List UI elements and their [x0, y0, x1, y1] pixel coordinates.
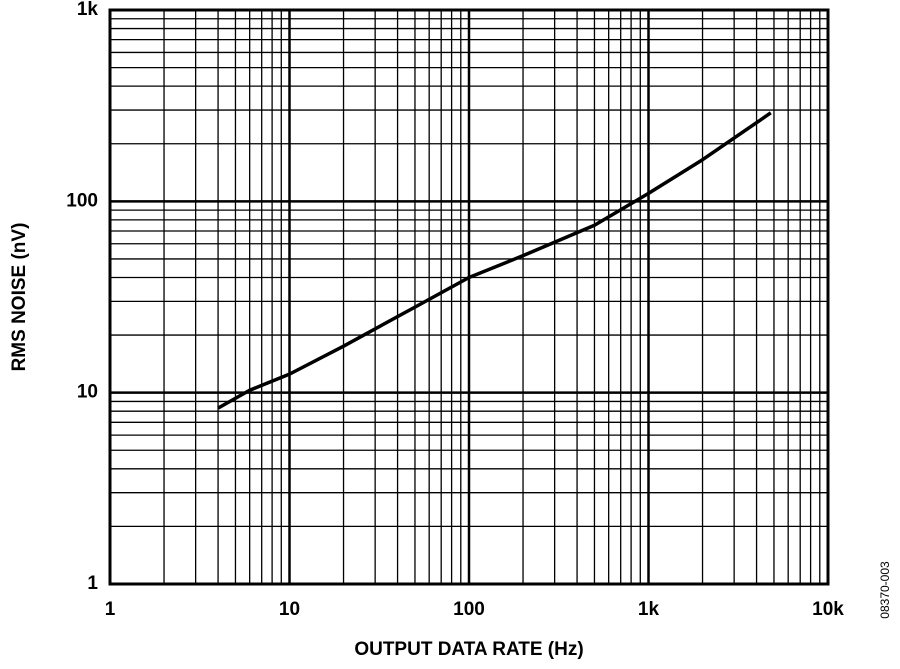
data-line: [217, 111, 772, 410]
figure-note: 08370-003: [878, 561, 892, 619]
x-tick-label: 1: [105, 599, 116, 620]
x-tick-label: 10: [279, 599, 300, 620]
y-axis-title: RMS NOISE (nV): [9, 223, 30, 372]
y-tick-label: 100: [66, 190, 98, 211]
y-tick-label: 1k: [77, 0, 99, 20]
plot-frame: [108, 8, 830, 586]
y-tick-label: 10: [77, 382, 98, 403]
x-axis-title: OUTPUT DATA RATE (Hz): [354, 639, 583, 660]
x-tick-label: 1k: [638, 599, 660, 620]
x-tick-label: 100: [453, 599, 485, 620]
x-tick-label: 10k: [812, 599, 844, 620]
y-tick-label: 1: [87, 573, 98, 594]
